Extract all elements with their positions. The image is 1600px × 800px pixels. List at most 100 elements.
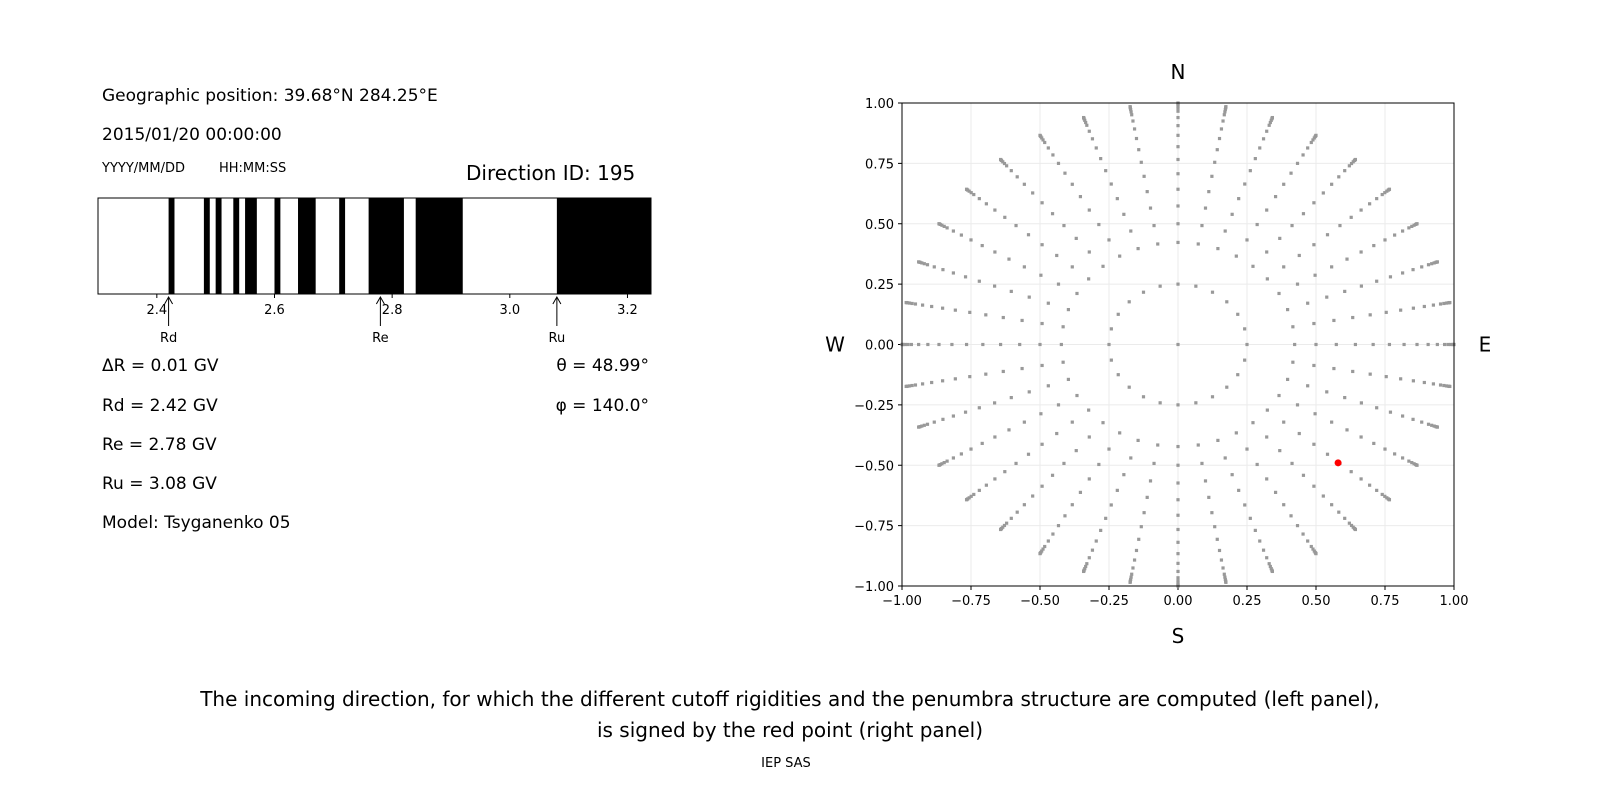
- grid-point: [1223, 456, 1227, 460]
- grid-point: [1221, 566, 1225, 570]
- grid-point: [1094, 146, 1098, 150]
- grid-point: [1176, 204, 1180, 208]
- grid-point: [1295, 161, 1300, 165]
- grid-point: [969, 447, 973, 451]
- grid-point: [1432, 261, 1436, 265]
- grid-point: [1015, 175, 1019, 179]
- datetime: 2015/01/20 00:00:00: [102, 125, 282, 145]
- grid-point: [1332, 318, 1336, 323]
- grid-point: [1401, 271, 1405, 275]
- forbidden-band: [203, 198, 210, 294]
- grid-point: [1107, 342, 1111, 347]
- grid-point: [1343, 169, 1347, 173]
- grid-point: [1359, 208, 1363, 212]
- grid-point: [1132, 127, 1137, 131]
- grid-point: [1221, 119, 1225, 123]
- grid-point: [1176, 109, 1180, 113]
- grid-point: [984, 313, 988, 317]
- grid-point: [1412, 223, 1416, 227]
- grid-point: [1415, 222, 1419, 226]
- grid-point: [1306, 384, 1310, 388]
- grid-point: [1255, 462, 1259, 467]
- grid-point: [1122, 473, 1126, 477]
- grid-point: [1371, 342, 1375, 347]
- grid-point: [972, 492, 976, 497]
- grid-point: [1444, 301, 1449, 305]
- grid-point: [1152, 461, 1156, 466]
- grid-point: [922, 423, 926, 427]
- forbidden-band: [274, 198, 281, 294]
- grid-point: [1301, 473, 1306, 477]
- grid-point: [969, 238, 973, 242]
- grid-point: [1134, 136, 1139, 141]
- grid-point: [1245, 238, 1249, 242]
- grid-point: [1291, 360, 1295, 364]
- grid-point: [1207, 190, 1211, 194]
- grid-point: [1444, 384, 1449, 388]
- grid-point: [1002, 523, 1007, 528]
- grid-point: [1215, 537, 1219, 541]
- direction-id: Direction ID: 195: [466, 161, 636, 185]
- phi-value: φ = 140.0°: [555, 396, 649, 416]
- grid-point: [1176, 240, 1180, 245]
- grid-point: [1248, 169, 1252, 173]
- grid-point: [1210, 290, 1215, 294]
- x-tick-label: −0.75: [951, 594, 991, 609]
- grid-point: [1176, 124, 1180, 128]
- grid-point: [1351, 369, 1355, 374]
- grid-point: [1309, 544, 1313, 549]
- grid-point: [1268, 564, 1272, 569]
- grid-point: [1330, 265, 1334, 269]
- grid-point: [951, 271, 955, 275]
- grid-point: [917, 260, 921, 264]
- grid-point: [1051, 532, 1055, 536]
- y-tick-label: 1.00: [865, 97, 894, 112]
- grid-point: [1388, 275, 1393, 279]
- grid-point: [1176, 115, 1180, 120]
- grid-point: [1001, 369, 1005, 374]
- grid-point: [1223, 107, 1227, 112]
- grid-point: [1426, 263, 1431, 267]
- y-tick-label: 0.75: [865, 157, 894, 172]
- grid-point: [1022, 420, 1026, 424]
- grid-point: [1297, 253, 1301, 258]
- grid-point: [981, 342, 985, 347]
- grid-point: [1411, 417, 1415, 421]
- grid-point: [1009, 516, 1013, 520]
- grid-point: [1090, 548, 1095, 552]
- grid-point: [1230, 473, 1234, 477]
- grid-point: [1099, 157, 1103, 161]
- grid-point: [1265, 556, 1269, 560]
- grid-point: [1255, 222, 1259, 227]
- grid-point: [1343, 516, 1347, 520]
- grid-point: [1384, 375, 1388, 379]
- grid-point: [1056, 282, 1061, 286]
- grid-point: [953, 377, 957, 381]
- grid-point: [1449, 342, 1453, 347]
- grid-point: [1216, 438, 1220, 443]
- grid-point: [968, 375, 972, 379]
- grid-point: [1286, 377, 1290, 382]
- grid-point: [998, 527, 1003, 532]
- grid-point: [1115, 197, 1119, 201]
- grid-point: [1399, 377, 1403, 381]
- grid-point: [1129, 229, 1133, 233]
- grid-point: [1230, 212, 1234, 216]
- y-tick-label: 0.00: [865, 339, 894, 354]
- grid-point: [1223, 110, 1227, 114]
- forbidden-band: [298, 198, 316, 294]
- grid-point: [1448, 384, 1452, 389]
- grid-point: [1129, 110, 1133, 114]
- grid-point: [1426, 342, 1430, 347]
- grid-point: [1368, 313, 1372, 317]
- compass-west: W: [825, 333, 845, 357]
- grid-point: [1312, 442, 1316, 446]
- grid-point: [1431, 382, 1436, 386]
- grid-point: [1050, 212, 1055, 216]
- grid-point: [1056, 524, 1061, 528]
- grid-point: [1265, 129, 1269, 133]
- grid-point: [1063, 171, 1067, 175]
- grid-point: [1046, 539, 1050, 543]
- grid-point: [1194, 284, 1198, 288]
